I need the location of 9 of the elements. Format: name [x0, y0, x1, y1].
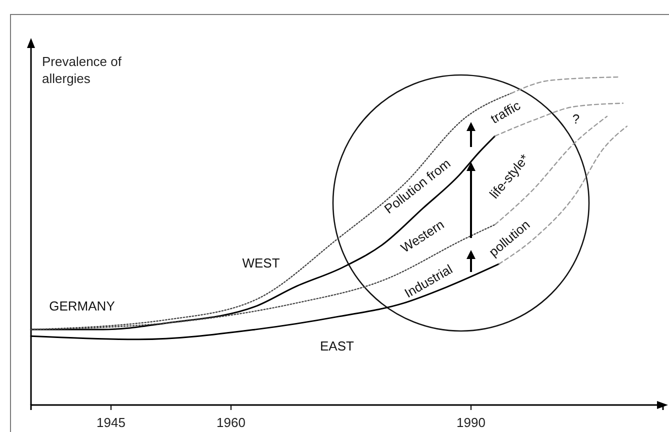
- annotation: GERMANY: [49, 298, 116, 314]
- annotation: ?: [572, 111, 580, 126]
- x-tick-label: 1960: [216, 415, 246, 430]
- annotation: EAST: [320, 338, 354, 354]
- y-axis-title: Prevalence of allergies: [42, 54, 122, 86]
- annotation: traffic: [488, 97, 524, 126]
- x-tick-label: 1945: [96, 415, 126, 430]
- x-tick-label: 1990: [456, 415, 486, 430]
- annotation: WEST: [242, 255, 280, 270]
